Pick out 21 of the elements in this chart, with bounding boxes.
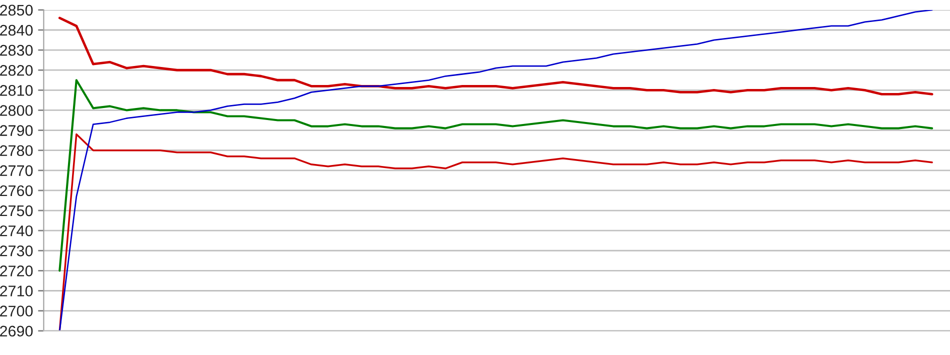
y-tick-label: 2850	[0, 4, 33, 16]
y-tick-label: 2790	[0, 125, 33, 136]
y-tick-label: 2700	[0, 306, 33, 316]
y-tick-label: 2830	[0, 44, 33, 56]
y-tick-label: 2690	[0, 326, 33, 337]
y-tick-label: 2840	[0, 24, 33, 36]
y-tick-label: 2800	[0, 105, 33, 116]
y-tick-label: 2740	[0, 225, 33, 236]
y-tick-label: 2710	[0, 286, 33, 296]
line-series	[58, 79, 934, 272]
y-tick-label: 2780	[0, 145, 33, 156]
line-series	[58, 133, 933, 331]
y-tick-label: 2820	[0, 64, 33, 76]
line-series	[58, 10, 933, 331]
y-tick-label: 2750	[0, 205, 33, 216]
y-tick-label: 2810	[0, 85, 33, 96]
y-tick-label: 2730	[0, 246, 33, 256]
y-tick-label: 2770	[0, 165, 33, 176]
y-tick-label: 2720	[0, 266, 33, 276]
y-tick-label: 2760	[0, 185, 33, 196]
line-series	[58, 16, 934, 96]
